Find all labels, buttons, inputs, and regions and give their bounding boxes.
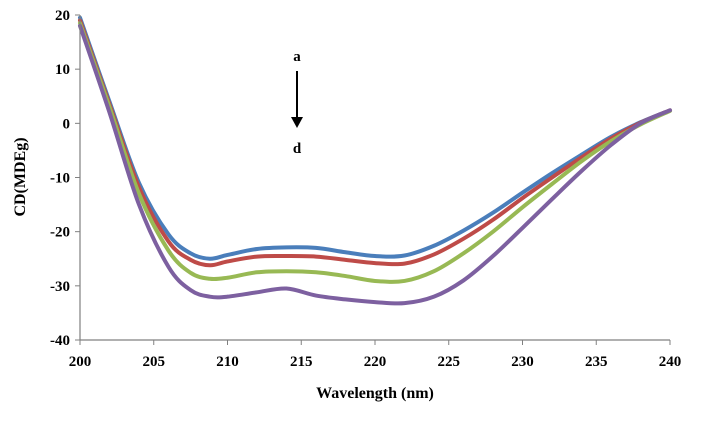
annotation-arrow-head [291,117,303,128]
y-tick-label: -30 [50,279,70,295]
x-tick-label: 205 [143,354,166,370]
series-line-b [78,18,672,268]
annotation-arrow-group: a d [291,49,303,157]
y-tick-label: 0 [63,116,71,132]
annotation-label-a: a [293,49,301,65]
y-tick-label: -40 [50,333,70,349]
x-tick-label: 215 [290,354,313,370]
x-tick-label: 200 [69,354,92,370]
x-axis-title: Wavelength (nm) [316,385,434,402]
x-tick-label: 240 [659,354,682,370]
axes-layer [79,15,670,341]
annotation-label-d: d [293,141,302,157]
series-layer [78,15,672,306]
ticks-layer: 200 205 210 215 220 225 230 235 240 20 10 0 -10 -20 -3… [50,8,681,370]
series-line-a [78,15,672,261]
series-line-c [78,21,672,284]
y-tick-label: -20 [50,225,70,241]
y-tick-label: 10 [55,62,70,78]
x-tick-label: 210 [216,354,239,370]
x-tick-label: 225 [438,354,461,370]
y-axis-title: CD(MDEg) [12,137,29,216]
series-line-d [78,23,672,306]
y-tick-label: -10 [50,171,70,187]
x-tick-label: 220 [364,354,387,370]
x-tick-label: 235 [585,354,608,370]
x-tick-label: 230 [511,354,534,370]
y-tick-label: 20 [55,8,70,24]
